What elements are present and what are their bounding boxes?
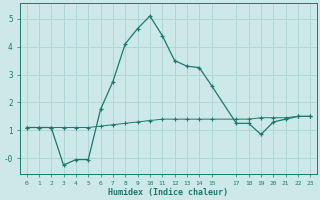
X-axis label: Humidex (Indice chaleur): Humidex (Indice chaleur) bbox=[108, 188, 228, 197]
